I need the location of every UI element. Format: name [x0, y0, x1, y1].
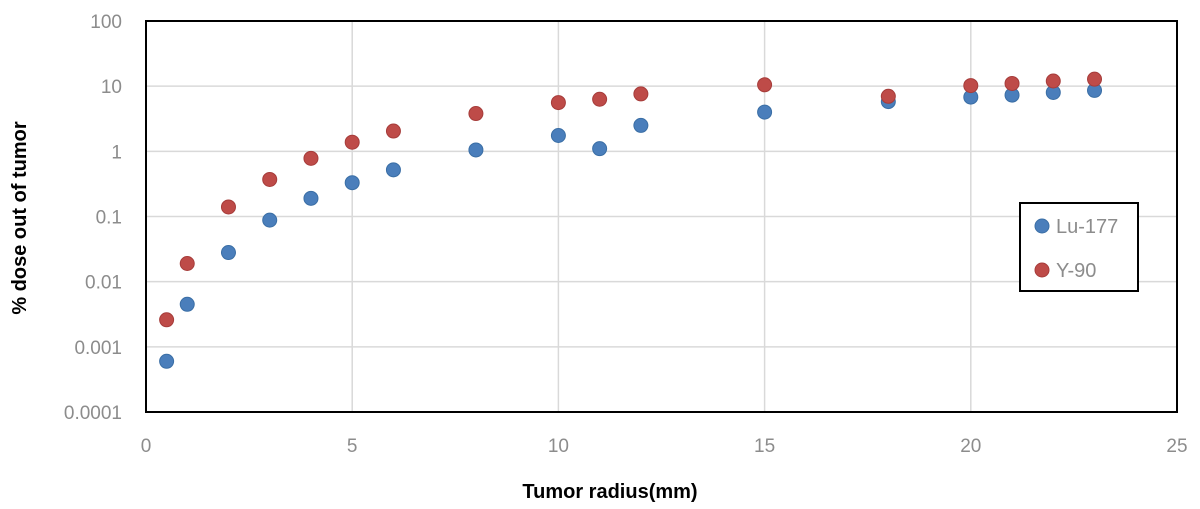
data-point-y-90 [220, 199, 236, 215]
data-points [159, 71, 1103, 369]
data-point-lu-177 [159, 353, 175, 369]
x-tick-label: 10 [548, 436, 569, 457]
y-tick-label: 10 [101, 77, 122, 98]
data-point-lu-177 [385, 162, 401, 178]
y-tick-label: 1 [111, 142, 122, 163]
x-tick-label: 20 [960, 436, 981, 457]
y-tick-label: 0.0001 [64, 403, 122, 424]
data-point-y-90 [1004, 75, 1020, 91]
data-point-lu-177 [550, 127, 566, 143]
data-point-lu-177 [303, 190, 319, 206]
data-point-lu-177 [633, 117, 649, 133]
x-tick-label: 25 [1166, 436, 1187, 457]
legend-label-y-90: Y-90 [1056, 260, 1096, 282]
x-tick-label: 15 [754, 436, 775, 457]
data-point-y-90 [262, 171, 278, 187]
y-tick-label: 0.1 [96, 208, 122, 229]
y-tick-label: 0.01 [85, 273, 122, 294]
data-point-y-90 [592, 91, 608, 107]
y-tick-labels: 0.0001 0.001 0.01 0.1 1 10 100 [64, 12, 122, 424]
data-point-y-90 [1087, 71, 1103, 87]
data-point-y-90 [880, 88, 896, 104]
data-point-lu-177 [592, 141, 608, 157]
y-tick-label: 0.001 [74, 338, 122, 359]
x-tick-label: 5 [347, 436, 358, 457]
legend-marker-y-90 [1034, 262, 1050, 278]
data-point-y-90 [757, 77, 773, 93]
legend-marker-lu-177 [1034, 218, 1050, 234]
data-point-y-90 [1045, 73, 1061, 89]
data-point-y-90 [159, 312, 175, 328]
data-point-y-90 [468, 106, 484, 122]
data-point-lu-177 [757, 104, 773, 120]
data-point-y-90 [344, 134, 360, 150]
data-point-y-90 [963, 78, 979, 94]
plot-area-frame [145, 20, 1178, 413]
data-point-lu-177 [220, 245, 236, 261]
legend: Lu-177 Y-90 [1019, 202, 1139, 292]
data-point-lu-177 [468, 142, 484, 158]
data-point-lu-177 [344, 175, 360, 191]
data-point-y-90 [633, 86, 649, 102]
x-axis-title: Tumor radius(mm) [522, 481, 697, 503]
data-point-lu-177 [262, 212, 278, 228]
y-axis-title: % dose out of tumor [9, 121, 31, 315]
x-tick-label: 0 [141, 436, 152, 457]
y-tick-label: 100 [90, 12, 122, 33]
data-point-y-90 [385, 123, 401, 139]
data-point-y-90 [550, 95, 566, 111]
legend-label-lu-177: Lu-177 [1056, 216, 1118, 238]
x-tick-labels: 0 5 10 15 20 25 [141, 436, 1188, 457]
data-point-y-90 [303, 150, 319, 166]
data-point-y-90 [179, 256, 195, 272]
data-point-lu-177 [179, 296, 195, 312]
